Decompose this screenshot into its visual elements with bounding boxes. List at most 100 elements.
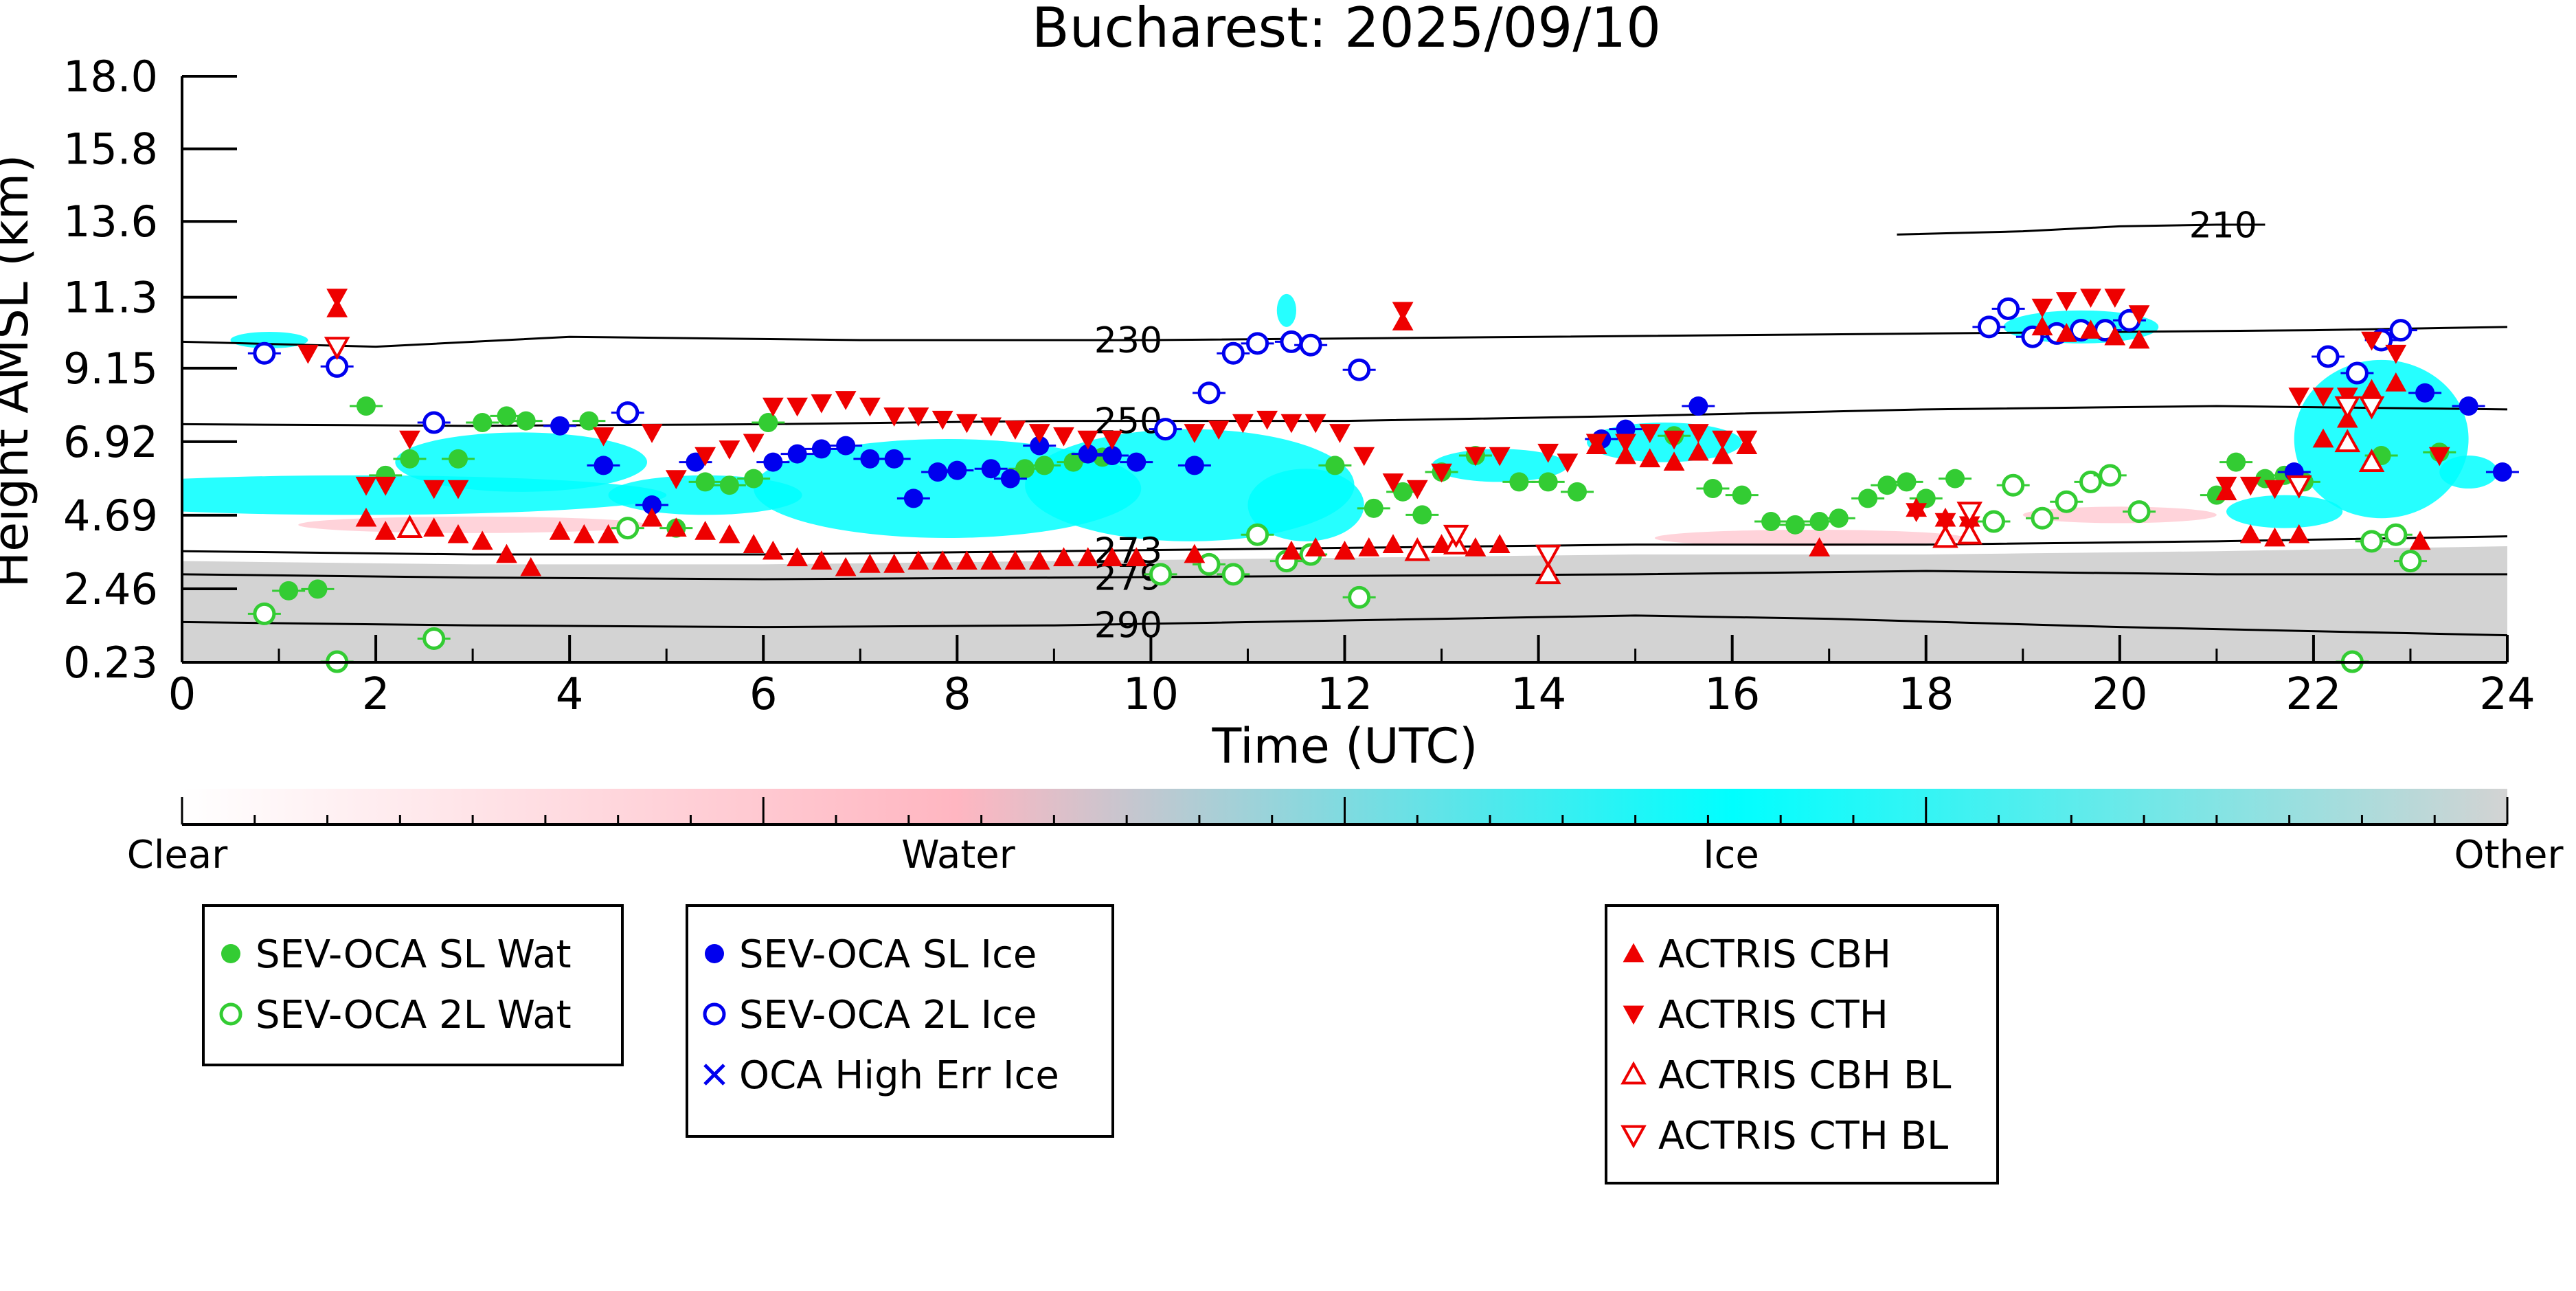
data-point (423, 480, 445, 499)
data-point (496, 543, 517, 563)
data-point (473, 413, 493, 433)
data-point (1392, 302, 1414, 322)
data-point (598, 524, 619, 543)
data-point (374, 476, 396, 496)
data-point (2360, 530, 2384, 553)
data-point (1101, 430, 1123, 450)
data-point (1977, 315, 2000, 339)
data-point (422, 627, 446, 650)
data-point (2385, 344, 2407, 364)
data-point (2128, 305, 2150, 325)
data-point (1535, 561, 1561, 585)
data-point (1077, 430, 1099, 450)
data-point (1465, 447, 1487, 467)
y-tick-label: 18.0 (63, 52, 158, 102)
data-point (2264, 480, 2285, 499)
data-point (616, 401, 640, 425)
data-point (1537, 443, 1559, 463)
data-point (907, 550, 929, 570)
ice-cloud-region (2439, 456, 2498, 489)
data-point (355, 476, 377, 496)
data-point (641, 424, 663, 443)
data-point (1712, 430, 1733, 450)
data-point (423, 517, 445, 537)
data-point (1304, 414, 1326, 434)
data-point (1184, 424, 1206, 443)
cloud-classification-background (182, 293, 2507, 662)
data-point (2361, 379, 2382, 398)
data-point (2079, 470, 2103, 493)
data-point (907, 407, 929, 427)
data-point (308, 579, 328, 599)
data-point (1997, 297, 2020, 320)
data-point (2239, 524, 2261, 543)
data-point (2288, 524, 2310, 543)
data-series (247, 289, 2519, 673)
data-point (1197, 552, 1221, 576)
data-point (758, 413, 778, 433)
data-point (883, 554, 905, 573)
legend-box-1: SEV-OCA SL Wat SEV-OCA 2L Wat (202, 904, 624, 1066)
data-point (835, 391, 857, 410)
x-tick-label: 2 (362, 669, 390, 720)
data-point (1623, 1005, 1645, 1025)
data-point (1304, 537, 1326, 557)
data-point (1325, 456, 1345, 475)
y-tick-label: 9.15 (63, 344, 158, 394)
data-point (1154, 418, 1177, 441)
data-point (422, 411, 446, 434)
data-point (1568, 482, 1587, 502)
data-point (1785, 515, 1805, 535)
data-point (356, 396, 376, 416)
data-point (694, 521, 716, 540)
series-actris-cth-bl (324, 337, 2385, 568)
data-point (374, 521, 396, 540)
ice-cloud-region (1276, 293, 1296, 327)
data-point (1184, 543, 1206, 563)
data-point (2104, 289, 2126, 308)
data-point (2334, 429, 2361, 453)
data-point (1615, 434, 1636, 453)
data-point (1412, 505, 1432, 525)
data-point (2415, 383, 2435, 403)
legend-frame (686, 904, 1114, 1138)
data-point (762, 540, 784, 560)
data-point (1877, 475, 1897, 495)
data-point (1053, 547, 1074, 567)
data-point (1353, 447, 1375, 467)
y-tick-label: 11.3 (63, 273, 158, 323)
data-point (981, 459, 1001, 479)
data-point (883, 407, 905, 427)
data-point (1334, 540, 1355, 560)
contour-label-210: 210 (2189, 205, 2257, 247)
data-point (497, 406, 517, 426)
data-point (763, 452, 783, 472)
data-point (1348, 585, 1371, 609)
data-point (1358, 537, 1380, 557)
data-point (219, 1002, 242, 1026)
data-point (1687, 424, 1709, 443)
data-point (703, 1002, 726, 1026)
data-point (1000, 469, 1020, 489)
data-point (2239, 476, 2261, 496)
data-point (1956, 521, 1983, 545)
data-point (447, 480, 469, 499)
data-point (549, 521, 571, 540)
data-point (1897, 472, 1917, 492)
data-point (1015, 459, 1035, 479)
data-point (1030, 436, 1050, 456)
data-point (1761, 512, 1781, 532)
data-point (448, 449, 468, 469)
data-point (520, 557, 542, 576)
x-tick-label: 6 (749, 669, 778, 720)
data-point (396, 515, 423, 538)
data-point (1663, 451, 1685, 471)
legend-frame (1605, 904, 1999, 1185)
data-point (811, 394, 833, 414)
data-point (1004, 420, 1026, 440)
data-point (1208, 420, 1230, 440)
data-point (516, 411, 536, 431)
data-point (1280, 414, 1302, 434)
data-point (1404, 537, 1431, 561)
legend-entry-label: ACTRIS CTH (1658, 993, 1888, 1037)
